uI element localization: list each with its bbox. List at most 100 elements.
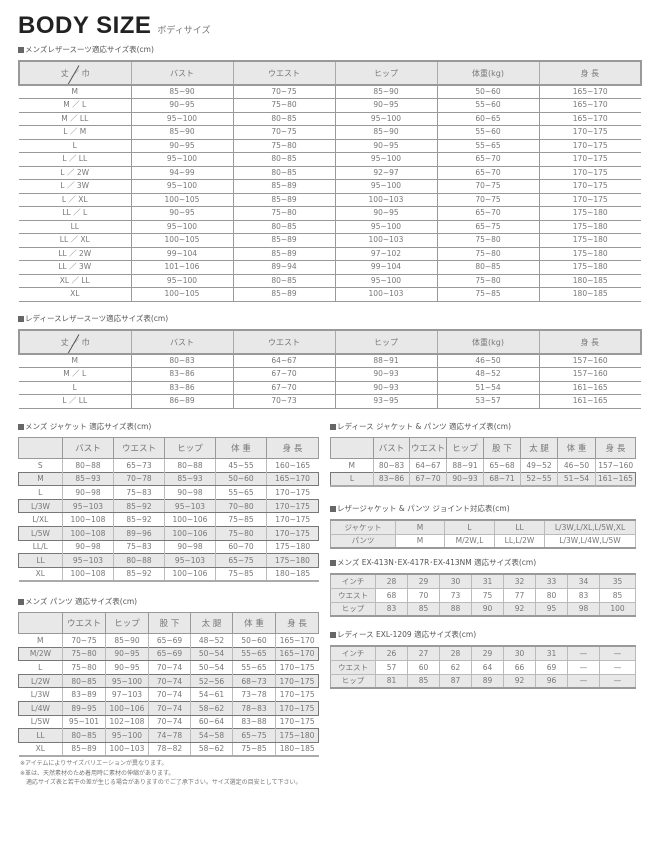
table-cell: LL,L/2W bbox=[494, 533, 545, 549]
table-cell: 65~70 bbox=[436, 206, 539, 221]
column-header: 身 長 bbox=[275, 612, 319, 634]
table-cell: 90~95 bbox=[130, 98, 233, 113]
table-cell: 170~175 bbox=[266, 485, 319, 500]
table-cell: 85~90 bbox=[105, 633, 149, 648]
table-cell: 70~75 bbox=[232, 85, 335, 99]
table-cell: 75~80 bbox=[232, 206, 335, 221]
column-header: 体重(kg) bbox=[436, 60, 540, 86]
table-row: LL ／ XL 100~105 85~89 100~103 75~80 175~180 bbox=[19, 233, 641, 248]
table-row: XL 100~108 85~92 100~106 75~85 180~185 bbox=[18, 567, 319, 582]
row-label: L/XL bbox=[32, 515, 49, 525]
table-cell: 30 bbox=[503, 645, 536, 661]
ladies-exl-table: インチ262728293031———ウエスト576062646669———ヒップ… bbox=[330, 645, 636, 689]
table-row: LL ／ 2W 99~104 85~89 97~102 75~80 175~180 bbox=[19, 247, 641, 261]
table-cell: 65~70 bbox=[436, 152, 539, 167]
column-header: ヒップ bbox=[334, 329, 438, 355]
table-cell: 80~85 bbox=[62, 728, 106, 743]
table-cell: 50~60 bbox=[232, 633, 276, 648]
column-header: ウエスト bbox=[62, 612, 106, 634]
table-cell: 70 bbox=[407, 587, 440, 603]
table-cell: 90~93 bbox=[334, 381, 437, 395]
table-row: L/5W 95~101 102~108 70~74 60~64 83~88 170~175 bbox=[19, 715, 319, 729]
ladies-leather-suit-table: 丈 ／ 巾バスト ウエスト ヒップ 体重(kg) 身 長 M 80~83 64~67 88~91… bbox=[18, 329, 642, 409]
table-row: LL 95~100 80~85 95~100 65~75 175~180 bbox=[19, 220, 641, 234]
header-row: 丈 ／ 巾バスト ウエスト ヒップ 体重(kg) 身 長 bbox=[18, 329, 642, 355]
table-cell: 180~185 bbox=[266, 567, 319, 582]
table-cell: 90~95 bbox=[130, 206, 233, 221]
column-header: バスト bbox=[130, 60, 234, 86]
table-caption: レディース ジャケット & パンツ 適応サイズ表(cm) bbox=[330, 421, 511, 432]
notes: ※アイテムによりサイズバリエーションが異なります。 ※革は、天然素材のため着用時… bbox=[20, 759, 301, 788]
table-cell: — bbox=[599, 673, 636, 689]
table-cell: 85~89 bbox=[232, 193, 335, 207]
table-cell: 100~103 bbox=[334, 193, 437, 207]
row-label: L/5W bbox=[30, 717, 50, 727]
table-cell: 90~95 bbox=[105, 660, 149, 675]
row-label: ウエスト bbox=[330, 587, 376, 603]
table-cell: 80~85 bbox=[436, 260, 539, 275]
table-cell: 99~104 bbox=[130, 247, 233, 261]
table-row: L/XL 100~108 85~92 100~106 75~85 170~175 bbox=[19, 512, 319, 527]
table-cell: 55~60 bbox=[436, 125, 539, 140]
table-cell: 75~85 bbox=[232, 742, 276, 757]
table-cell: 55~65 bbox=[232, 660, 276, 675]
table-cell: 75~80 bbox=[62, 660, 106, 675]
table-cell: 85~89 bbox=[232, 287, 335, 302]
row-label: L/5W bbox=[18, 525, 63, 541]
row-label: パンツ bbox=[330, 533, 396, 549]
table-row: L ／ 3W 95~100 85~89 95~100 70~75 170~175 bbox=[19, 179, 641, 194]
table-cell: 95~100 bbox=[334, 274, 437, 288]
table-cell: 180~185 bbox=[538, 287, 641, 302]
table-cell: 100~103 bbox=[105, 742, 149, 757]
table-cell: 170~175 bbox=[538, 125, 641, 140]
note: ※アイテムによりサイズバリエーションが異なります。 bbox=[20, 760, 168, 767]
table-row: L 83~86 67~70 90~93 68~71 52~55 51~54 161~165 bbox=[330, 471, 636, 487]
header-row: バスト ウエスト ヒップ体 重身 長 bbox=[18, 437, 319, 459]
table-cell: 65~68 bbox=[483, 458, 521, 473]
table-caption: メンズ ジャケット 適応サイズ表(cm) bbox=[18, 421, 151, 432]
mens-leather-suit-table: 丈 ／ 巾バスト ウエスト ヒップ 体重(kg) 身 長 M 85~90 70~75 85~90… bbox=[18, 60, 642, 302]
table-cell: 70~80 bbox=[215, 498, 267, 514]
table-cell: 60~64 bbox=[190, 715, 233, 729]
row-label: XL bbox=[18, 742, 63, 757]
table-row: L/2W 80~85 95~100 70~74 52~56 68~73 170~175 bbox=[18, 673, 319, 689]
table-cell: 57 bbox=[375, 659, 408, 675]
ladies-jacket-pants-table: バスト ウエスト ヒップ股 下太 腿体 重身 長 M 80~83 64~67 88~91 65… bbox=[330, 437, 636, 487]
row-label: L ／ M bbox=[19, 125, 131, 140]
table-cell: 175~180 bbox=[538, 233, 641, 248]
note: 適応サイズ表と若干の差が生じる場合がありますのでご了承下さい。サイズ選定の目安と… bbox=[20, 779, 302, 786]
table-cell: 85 bbox=[407, 673, 440, 689]
table-cell: 175~180 bbox=[538, 206, 641, 221]
table-cell: 65~69 bbox=[148, 646, 191, 662]
table-cell: 55~65 bbox=[215, 485, 267, 500]
table-cell: 81 bbox=[375, 673, 408, 689]
table-cell: 100~108 bbox=[62, 567, 114, 582]
table-cell: 66 bbox=[503, 659, 536, 675]
table-cell: 55~60 bbox=[436, 98, 539, 113]
row-label: L ／ 3W bbox=[19, 179, 131, 194]
table-cell: 75~80 bbox=[436, 274, 539, 288]
table-row: LL 95~103 80~88 95~103 65~75 175~180 bbox=[18, 553, 319, 568]
table-cell: 86~89 bbox=[130, 394, 233, 409]
table-cell: 88~91 bbox=[446, 458, 484, 473]
row-label: L bbox=[38, 662, 43, 672]
table-cell: 170~175 bbox=[266, 512, 319, 527]
table-cell: 48~52 bbox=[190, 633, 233, 648]
column-header: ヒップ bbox=[446, 437, 484, 459]
table-cell: — bbox=[599, 645, 636, 661]
row-label: M bbox=[37, 635, 44, 645]
table-cell: 73~78 bbox=[232, 687, 276, 702]
table-row: L/4W 89~95 100~106 70~74 58~62 78~83 170~175 bbox=[18, 700, 319, 716]
table-cell: 157~160 bbox=[538, 354, 641, 368]
column-header: 身 長 bbox=[538, 329, 642, 355]
subtitle-text: ボディサイズ bbox=[157, 26, 211, 36]
table-cell: 29 bbox=[407, 573, 440, 589]
mens-pants-table: ウエスト ヒップ股 下太 腿体 重身 長 M 70~75 85~90 65~69 48~52… bbox=[18, 612, 319, 757]
table-cell: 87 bbox=[439, 673, 472, 689]
table-cell: 26 bbox=[375, 645, 408, 661]
column-header: バスト bbox=[130, 329, 234, 355]
row-label: M/2W bbox=[18, 646, 63, 662]
table-cell: 58~62 bbox=[190, 700, 233, 716]
